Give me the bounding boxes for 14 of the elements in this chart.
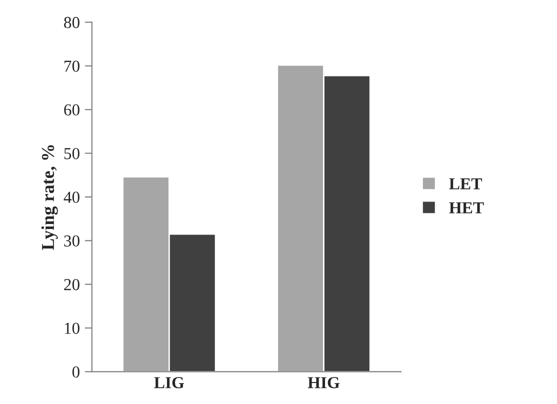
x-tick-label: HIG xyxy=(308,377,340,388)
legend-label: HET xyxy=(449,202,484,214)
legend-label: LET xyxy=(449,178,482,190)
x-tick-label: LIG xyxy=(154,377,184,388)
y-tick-label: 50 xyxy=(64,148,80,160)
y-tick-label: 30 xyxy=(64,235,80,247)
y-tick-label: 70 xyxy=(64,60,80,72)
y-axis-title: Lying rate, % xyxy=(41,145,58,250)
y-tick-label: 40 xyxy=(64,192,80,203)
y-tick-label: 10 xyxy=(64,322,80,334)
y-tick-label: 60 xyxy=(64,104,80,116)
y-tick-label: 20 xyxy=(64,279,80,290)
y-tick-label: 80 xyxy=(64,16,80,28)
y-tick-label: 0 xyxy=(72,366,80,378)
